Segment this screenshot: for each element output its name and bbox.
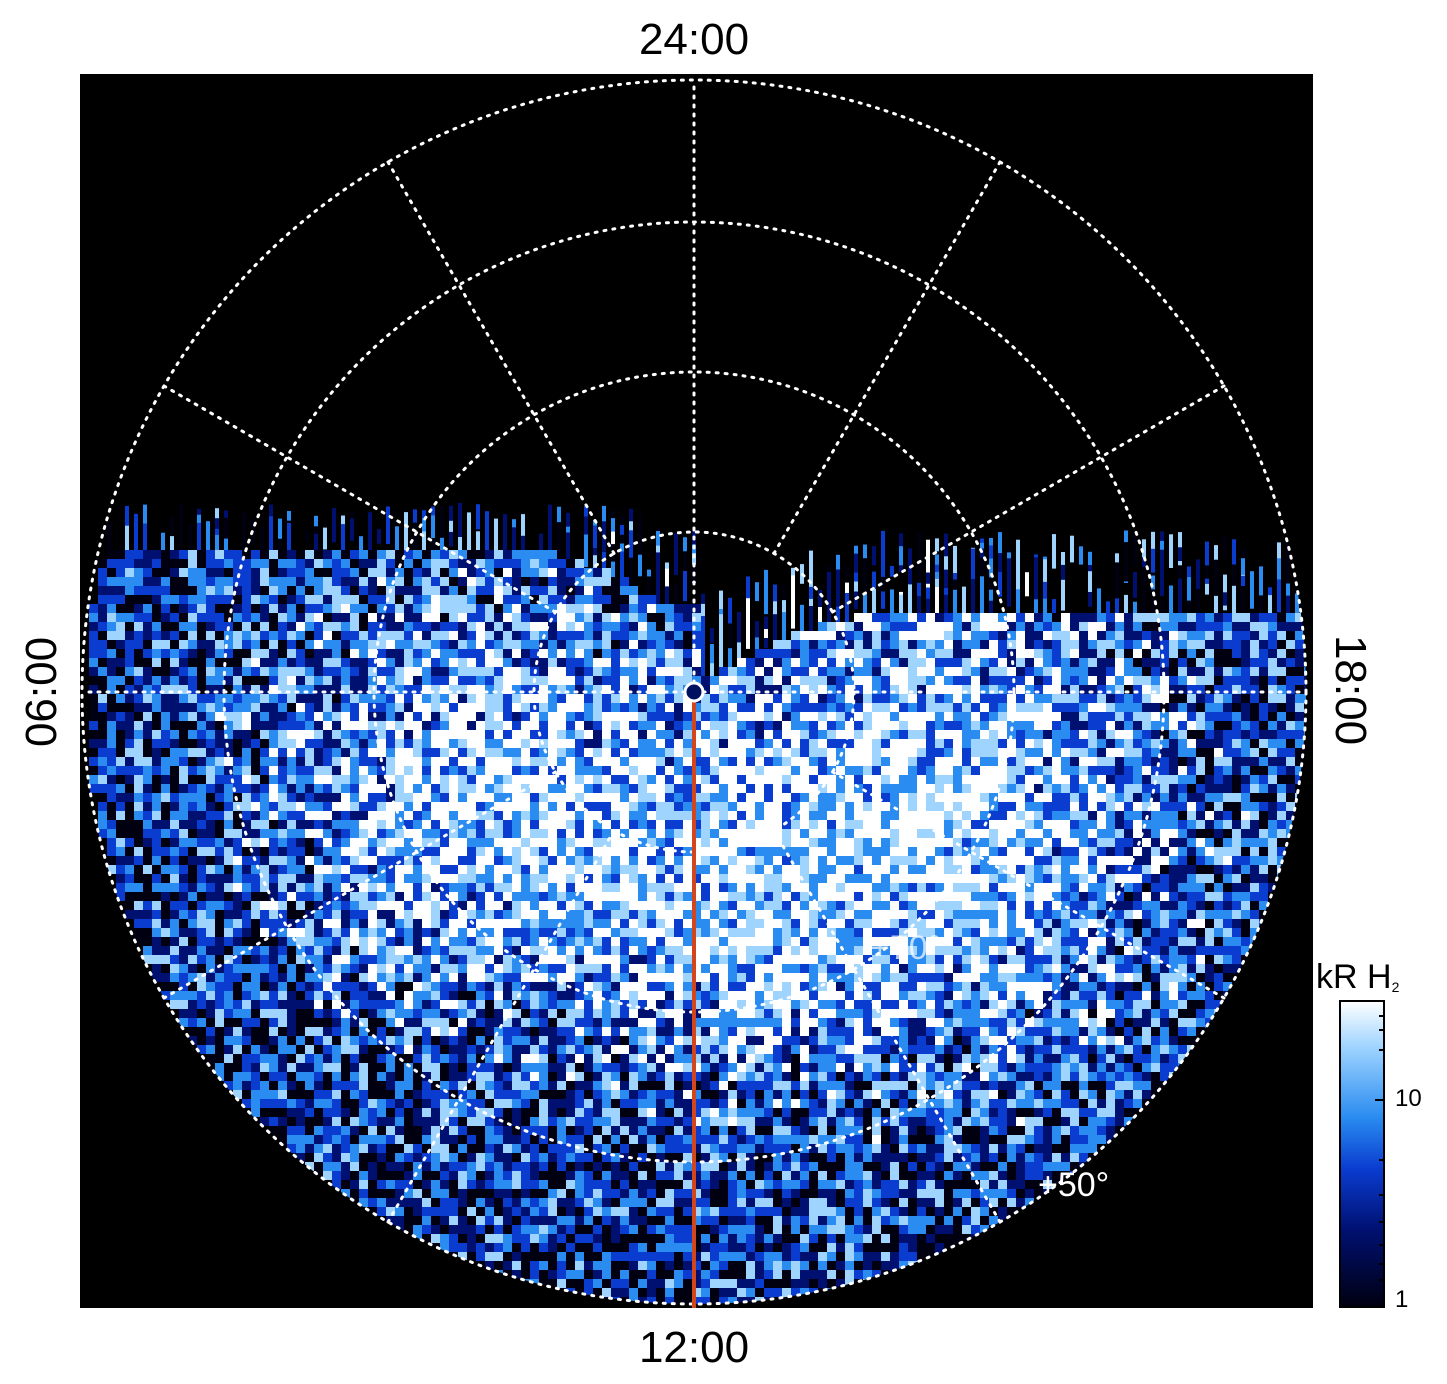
latitude-label-70: +70° [870,929,941,967]
grid-spoke [831,384,1226,614]
polar-grid [80,78,1308,1306]
colorbar-tick-10: 10 [1395,1085,1422,1112]
local-time-label-24: 24:00 [638,15,750,64]
colorbar [1339,1000,1385,1308]
grid-spoke [772,160,1002,555]
local-time-label-06: 06:00 [17,636,66,748]
auroral-emission-layer [89,503,1306,1304]
grid-spoke [831,770,1226,1000]
colorbar-tick-1: 1 [1395,1286,1409,1313]
local-time-label-18: 18:00 [1326,634,1375,746]
grid-spoke [772,829,1002,1224]
grid-spoke [386,160,616,555]
grid-spoke [162,770,557,1000]
pole-marker [683,681,705,703]
colorbar-title: kR H2 [1316,958,1400,996]
latitude-label-50: +50° [1038,1166,1109,1204]
grid-spoke [162,384,557,614]
grid-circle [372,370,1016,1014]
local-time-label-12: 12:00 [638,1323,750,1372]
grid-circle-outer [80,78,1308,1306]
polar-aurora-map: +70° +50° [80,74,1313,1308]
grid-spoke [386,829,616,1224]
